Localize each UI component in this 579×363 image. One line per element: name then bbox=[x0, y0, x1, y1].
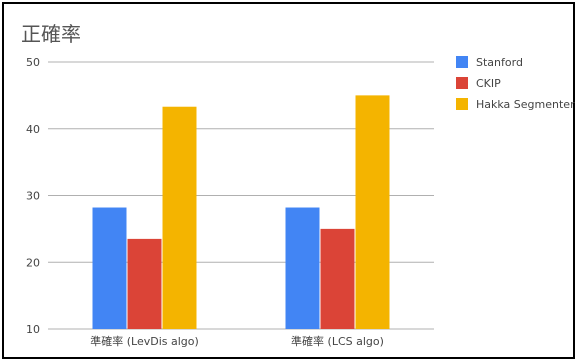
x-tick-label: 準確率 (LevDis algo) bbox=[90, 334, 199, 348]
bars bbox=[92, 95, 390, 329]
legend-label: Stanford bbox=[476, 56, 523, 69]
bar-hakka-segmenter-1 bbox=[162, 106, 197, 329]
y-tick-label: 30 bbox=[26, 190, 40, 203]
bar-ckip-1 bbox=[127, 238, 162, 329]
bar-hakka-segmenter-2 bbox=[355, 95, 390, 329]
x-axis-ticks: 準確率 (LevDis algo) 準確率 (LCS algo) bbox=[90, 334, 384, 348]
legend-swatch bbox=[456, 77, 468, 89]
legend-label: CKIP bbox=[476, 77, 501, 90]
legend-swatch bbox=[456, 56, 468, 68]
y-tick-label: 20 bbox=[26, 256, 40, 269]
bar-ckip-2 bbox=[320, 228, 355, 329]
y-tick-label: 10 bbox=[26, 323, 40, 336]
bar-stanford-1 bbox=[92, 207, 127, 329]
legend: Stanford CKIP Hakka Segmenter bbox=[456, 56, 575, 111]
legend-label: Hakka Segmenter bbox=[476, 98, 575, 111]
x-tick-label: 準確率 (LCS algo) bbox=[291, 334, 384, 348]
y-tick-label: 50 bbox=[26, 56, 40, 69]
y-axis-ticks: 10 20 30 40 50 bbox=[26, 56, 40, 336]
chart-title: 正確率 bbox=[21, 22, 81, 46]
legend-swatch bbox=[456, 98, 468, 110]
bar-stanford-2 bbox=[285, 207, 320, 329]
y-tick-label: 40 bbox=[26, 123, 40, 136]
